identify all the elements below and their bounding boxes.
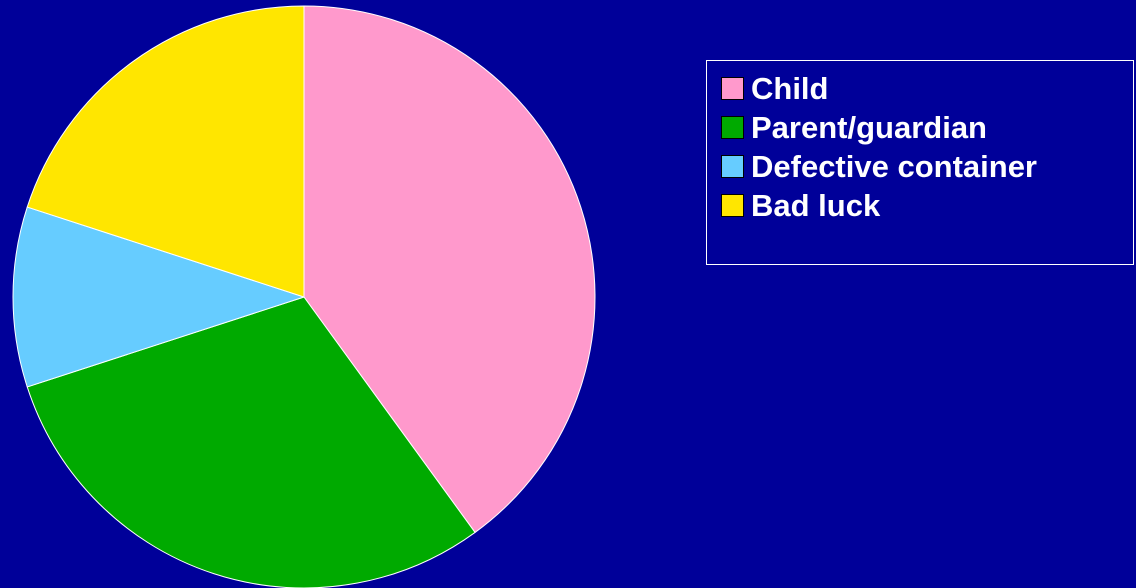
legend-label-defective-container: Defective container: [751, 149, 1037, 184]
legend-swatch-bad-luck: [721, 194, 744, 217]
pie-chart: [12, 5, 596, 588]
legend-swatch-defective-container: [721, 155, 744, 178]
pie-slice-parent-guardian: [26, 296, 476, 588]
pie-slice-child: [303, 5, 596, 533]
legend-label-parent-guardian: Parent/guardian: [751, 110, 987, 145]
pie-slice-bad-luck: [26, 5, 305, 298]
legend: Child Parent/guardian Defective containe…: [706, 60, 1134, 265]
legend-item-parent-guardian: Parent/guardian: [721, 108, 1133, 147]
legend-item-defective-container: Defective container: [721, 147, 1133, 186]
legend-item-child: Child: [721, 69, 1133, 108]
legend-item-bad-luck: Bad luck: [721, 186, 1133, 225]
legend-swatch-child: [721, 77, 744, 100]
legend-swatch-parent-guardian: [721, 116, 744, 139]
pie-slice-defective-container: [12, 206, 305, 388]
legend-label-child: Child: [751, 71, 829, 106]
legend-label-bad-luck: Bad luck: [751, 188, 881, 223]
